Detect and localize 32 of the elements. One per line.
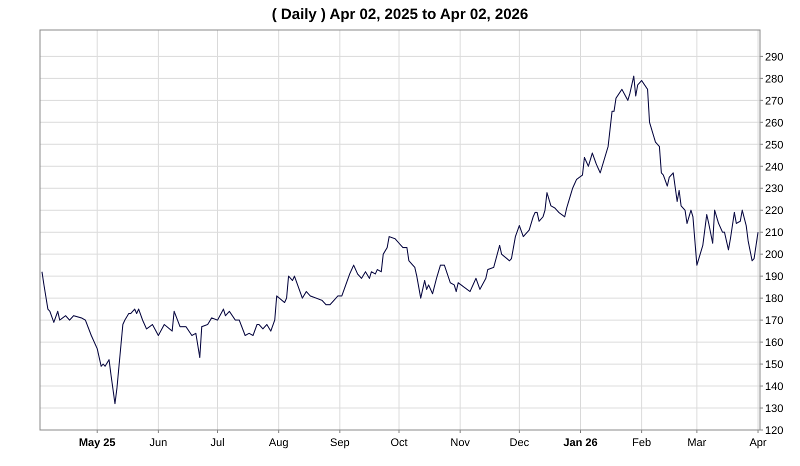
y-tick-label: 240 [765,161,784,174]
y-tick-label: 280 [765,73,784,86]
y-tick-label: 150 [765,359,784,372]
x-tick-label: Jun [149,437,168,449]
x-tick-label: Oct [390,437,408,449]
x-tick-label: Jul [210,437,225,449]
x-tick-label: Feb [632,437,652,449]
y-tick-label: 130 [765,403,784,416]
y-tick-label: 170 [765,315,784,328]
x-tick-label: Mar [687,437,707,449]
x-tick-label: Jan 26 [563,437,598,449]
x-tick-label: Aug [268,437,288,449]
x-tick-label: Nov [450,437,470,449]
y-tick-label: 230 [765,183,784,196]
x-tick-label: Apr [749,437,767,449]
y-tick-label: 180 [765,293,784,306]
y-tick-label: 190 [765,271,784,284]
x-tick-label: Sep [330,437,350,449]
y-tick-label: 120 [765,425,784,437]
y-tick-label: 200 [765,249,784,262]
chart-title: ( Daily ) Apr 02, 2025 to Apr 02, 2026 [272,6,528,23]
y-tick-label: 220 [765,205,784,218]
x-tick-label: Dec [510,437,530,449]
y-tick-label: 140 [765,381,784,394]
x-tick-label: May 25 [78,437,116,449]
y-tick-label: 210 [765,227,784,240]
y-tick-label: 250 [765,139,784,152]
y-tick-label: 290 [765,51,784,64]
y-tick-label: 160 [765,337,784,350]
y-tick-label: 260 [765,117,784,130]
line-series [41,76,759,404]
y-tick-label: 270 [765,95,784,108]
